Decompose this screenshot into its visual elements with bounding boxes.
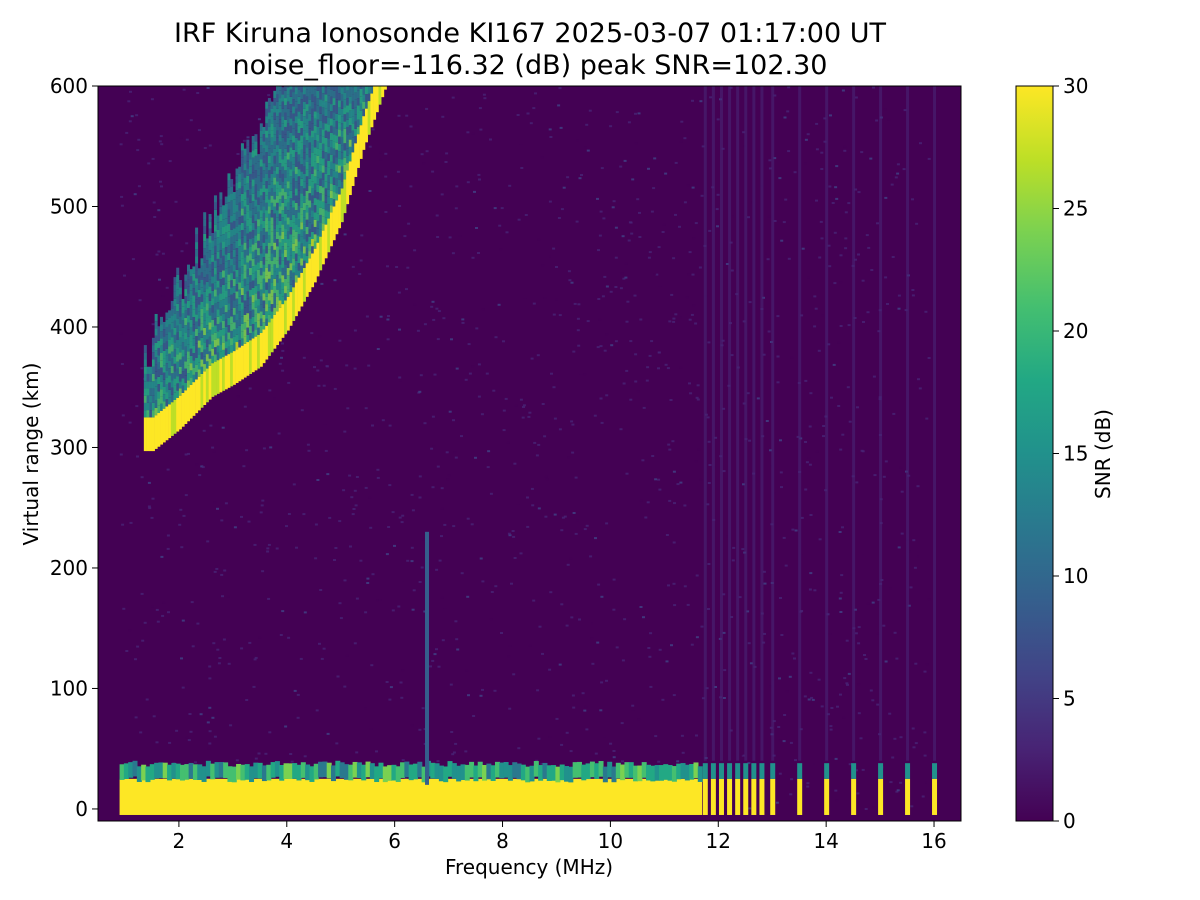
colorbar-tick-label: 0 <box>1063 809 1076 833</box>
colorbar-tick-label: 20 <box>1063 319 1088 343</box>
y-tick-label: 200 <box>50 556 88 580</box>
colorbar-tick-label: 10 <box>1063 564 1088 588</box>
y-tick-label: 600 <box>50 74 88 98</box>
x-tick-label: 10 <box>598 829 623 853</box>
x-axis: 2 4 6 8 10 12 14 16 <box>173 821 947 853</box>
y-tick-label: 300 <box>50 435 88 459</box>
colorbar-tick-label: 30 <box>1063 74 1088 98</box>
x-tick-label: 2 <box>173 829 186 853</box>
plot-frame <box>97 85 962 822</box>
chart-title-line1: IRF Kiruna Ionosonde KI167 2025-03-07 01… <box>173 18 887 49</box>
colorbar-label: SNR (dB) <box>1091 409 1115 499</box>
chart-title-line2: noise_floor=-116.32 (dB) peak SNR=102.30 <box>232 50 828 81</box>
x-tick-label: 16 <box>921 829 946 853</box>
y-tick-label: 500 <box>50 194 88 218</box>
y-axis: 0 100 200 300 400 500 600 <box>50 74 98 821</box>
y-tick-label: 0 <box>75 797 88 821</box>
x-tick-label: 14 <box>813 829 838 853</box>
heatmap-layer <box>119 86 938 815</box>
colorbar-tick-label: 25 <box>1063 197 1088 221</box>
colorbar <box>1015 85 1054 822</box>
x-tick-label: 8 <box>496 829 509 853</box>
x-tick-label: 12 <box>706 829 731 853</box>
x-tick-label: 4 <box>280 829 293 853</box>
colorbar-axis: 0 5 10 15 20 25 30 <box>1053 74 1088 833</box>
colorbar-tick-label: 15 <box>1063 442 1088 466</box>
y-tick-label: 400 <box>50 315 88 339</box>
y-tick-label: 100 <box>50 676 88 700</box>
colorbar-tick-label: 5 <box>1063 687 1076 711</box>
y-axis-label: Virtual range (km) <box>19 363 43 546</box>
x-tick-label: 6 <box>388 829 401 853</box>
x-axis-label: Frequency (MHz) <box>445 855 613 879</box>
